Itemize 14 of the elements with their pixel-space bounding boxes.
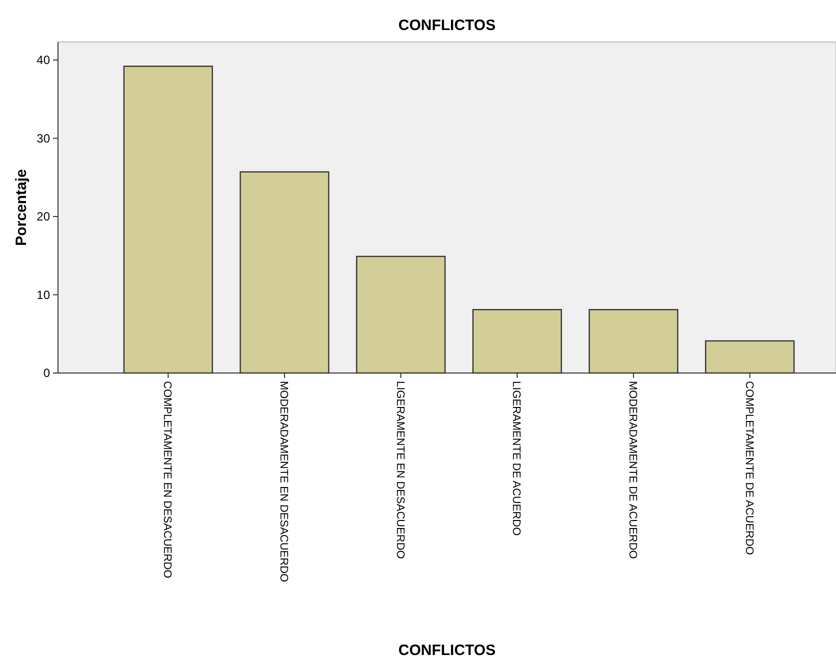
- x-tick-label: COMPLETAMENTE DE ACUERDO: [742, 381, 755, 556]
- y-tick-label: 0: [43, 366, 50, 380]
- y-tick-label: 40: [36, 53, 50, 68]
- x-tick-label: LIGERAMENTE EN DESACUERDO: [394, 381, 406, 560]
- x-axis-title: CONFLICTOS: [398, 642, 496, 659]
- y-tick-label: 30: [36, 131, 50, 146]
- chart-title: CONFLICTOS: [398, 17, 496, 34]
- x-tick-label: MODERADAMENTE EN DESACUERDO: [278, 381, 290, 583]
- y-axis-title: Porcentaje: [13, 169, 30, 246]
- y-tick-label: 20: [36, 210, 50, 224]
- x-tick-label: MODERADAMENTE DE ACUERDO: [626, 381, 638, 560]
- x-tick-label: COMPLETAMENTE EN DESACUERDO: [161, 381, 174, 579]
- y-tick-label: 10: [36, 288, 50, 302]
- x-tick-label: LIGERAMENTE DE ACUERDO: [510, 381, 522, 536]
